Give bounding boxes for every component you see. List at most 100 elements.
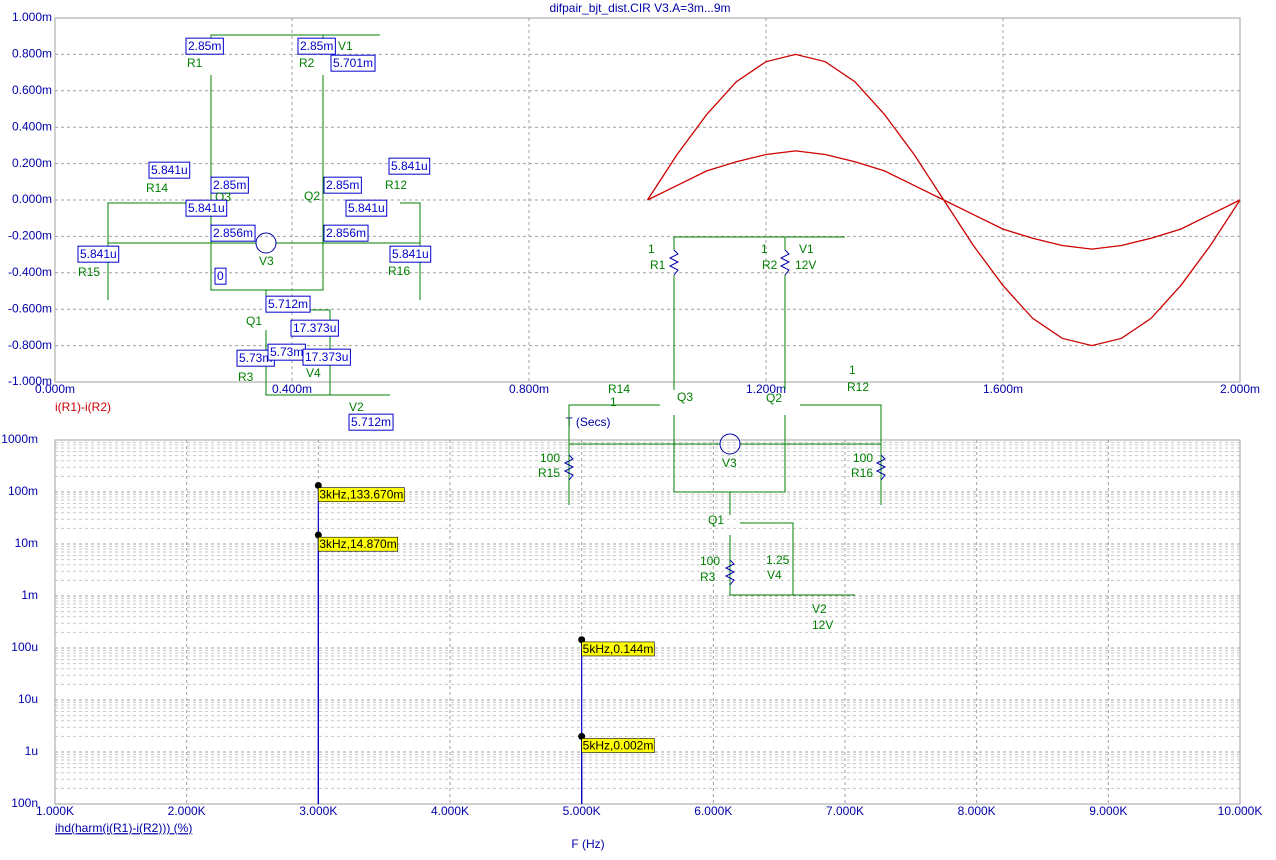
- y-tick-label: 1.000m: [12, 10, 52, 24]
- component-label: R15: [78, 265, 100, 279]
- data-label-box: [318, 536, 399, 552]
- component-label: R14: [146, 181, 168, 195]
- component-label: 5.841u: [391, 159, 428, 173]
- line-series: [647, 150, 1241, 250]
- data-label-box: [581, 738, 655, 753]
- wire: [107, 202, 200, 300]
- component-label: V4: [767, 568, 782, 582]
- source-symbol: [719, 433, 741, 455]
- component-label: 2.85m: [213, 178, 246, 192]
- y-tick-label: 0.400m: [12, 119, 52, 133]
- component-label: V2: [349, 400, 364, 414]
- data-label-text: 3kHz,133.670m: [319, 488, 403, 502]
- component-label: 2.85m: [300, 39, 333, 53]
- y-tick-label: 0.800m: [12, 47, 52, 61]
- component-label: 1: [761, 242, 768, 256]
- component-label: R12: [385, 178, 407, 192]
- value-box: [210, 176, 249, 194]
- component-label: Q2: [304, 189, 320, 203]
- wire: [740, 522, 794, 595]
- value-box: [345, 199, 388, 217]
- component-label: R3: [238, 370, 254, 384]
- source-symbol: [255, 232, 277, 254]
- wire: [568, 404, 660, 505]
- data-label-box: [581, 641, 655, 657]
- component-label: 100: [853, 451, 873, 465]
- x-tick-label: 1.600m: [983, 382, 1023, 396]
- resistor-symbol: [563, 454, 575, 481]
- component-label: R1: [187, 56, 203, 70]
- y-tick-label: 1000m: [1, 432, 38, 446]
- x-tick-label: 9.000K: [1089, 804, 1127, 818]
- y-tick-label: 1m: [21, 588, 38, 602]
- x-tick-label: 7.000K: [826, 804, 864, 818]
- value-box: [185, 199, 228, 217]
- data-label: 5kHz,0.144m: [581, 641, 655, 657]
- component-label: 5.73m: [270, 345, 303, 359]
- x-axis-label: T (Secs): [565, 415, 610, 429]
- component-label: 2.856m: [326, 226, 366, 240]
- y-tick-label: 100m: [8, 484, 38, 498]
- component-label: 5.73m: [239, 351, 272, 365]
- y-tick-label: 10u: [18, 692, 38, 706]
- y-tick-label: -0.600m: [8, 301, 52, 315]
- value-box: [77, 245, 120, 263]
- stem-marker: [314, 481, 322, 489]
- component-label: 1.25: [766, 553, 790, 567]
- value-box: [297, 37, 336, 55]
- resistor-symbol: [724, 559, 736, 586]
- value-box: [265, 295, 311, 313]
- component-label: 100: [540, 451, 560, 465]
- component-label: 5.841u: [392, 247, 429, 261]
- wire: [729, 535, 855, 596]
- x-axis-label: F (Hz): [571, 837, 604, 851]
- schematic-labels: 2.85m R1 2.85m V1 R2 5.701m 5.841u R14 2.85m Q3 5.…: [77, 37, 873, 632]
- wire: [673, 236, 845, 250]
- component-label: 5.841u: [151, 163, 188, 177]
- component-label: V3: [259, 254, 274, 268]
- data-label-box: [318, 487, 405, 502]
- x-tick-label: 10.000K: [1218, 804, 1263, 818]
- data-label-text: 5kHz,0.002m: [583, 739, 654, 753]
- data-label-text: 5kHz,0.144m: [583, 642, 654, 656]
- component-label: 12V: [812, 618, 833, 632]
- component-label: 2.85m: [326, 178, 359, 192]
- y-tick-label: 100n: [11, 796, 38, 810]
- component-label: 1: [610, 395, 617, 409]
- component-label: V3: [722, 456, 737, 470]
- component-label: R3: [700, 570, 716, 584]
- x-tick-label: 0.800m: [509, 382, 549, 396]
- component-label: 5.841u: [80, 247, 117, 261]
- value-box: [330, 54, 376, 72]
- resistor-symbol: [875, 454, 887, 481]
- value-box: [348, 413, 394, 431]
- value-box: [290, 319, 339, 337]
- component-label: 5.712m: [268, 297, 308, 311]
- value-box: [210, 224, 256, 242]
- data-label-text: 3kHz,14.870m: [319, 537, 396, 551]
- component-label: V1: [799, 242, 814, 256]
- component-label: 5.701m: [333, 56, 373, 70]
- component-label: 1: [849, 363, 856, 377]
- y-tick-label: -0.200m: [8, 229, 52, 243]
- value-box: [389, 245, 432, 263]
- x-tick-label: 0.000m: [35, 382, 75, 396]
- y-axis-label: i(R1)-i(R2): [55, 400, 111, 414]
- component-label: R1: [650, 258, 666, 272]
- value-box: [185, 37, 224, 55]
- x-tick-label: 2.000m: [1220, 382, 1260, 396]
- data-label: 3kHz,14.870m: [318, 536, 399, 552]
- resistor-symbol: [668, 249, 680, 276]
- component-label: R16: [388, 264, 410, 278]
- charts: -1.000m -0.800m -0.600m -0.400m -0.200m 0.000…: [1, 10, 1262, 818]
- chart-title: difpair_bjt_dist.CIR V3.A=3m...9m: [549, 1, 730, 15]
- y-tick-label: 10m: [15, 536, 38, 550]
- component-label: 2.856m: [213, 226, 253, 240]
- component-label: 17.373u: [293, 321, 336, 335]
- x-tick-label: 8.000K: [958, 804, 996, 818]
- y-tick-label: -0.400m: [8, 265, 52, 279]
- component-label: Q3: [677, 390, 693, 404]
